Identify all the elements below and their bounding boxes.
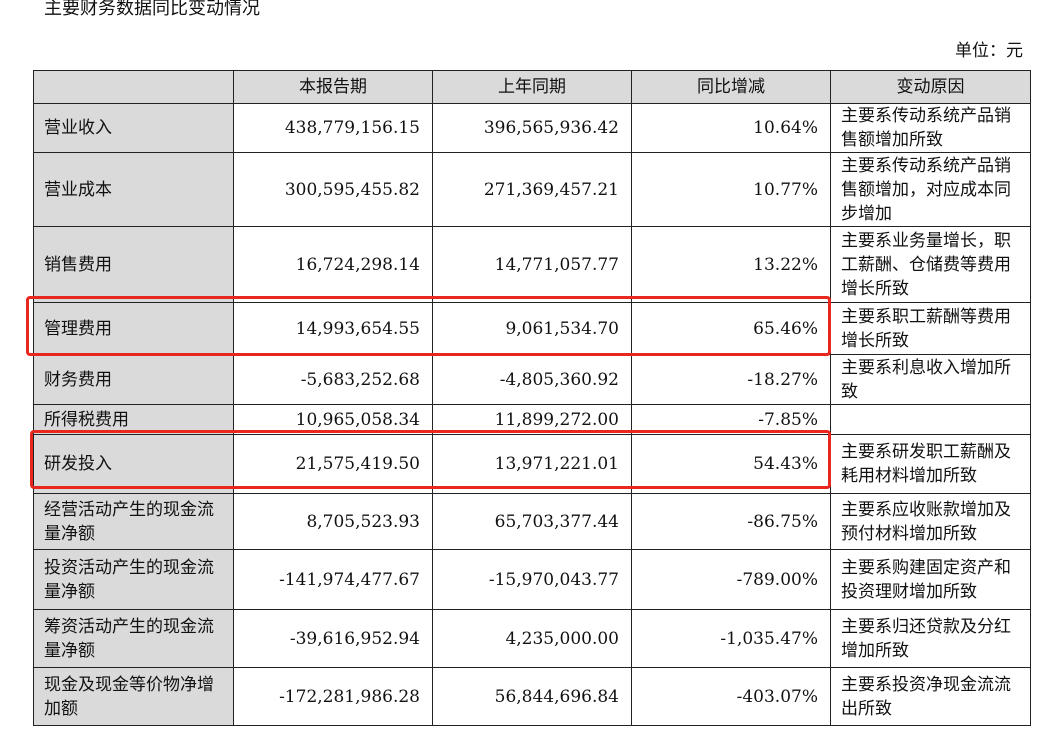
reason-text: 主要系应收账款增加及预付材料增加所致 xyxy=(830,493,1031,550)
reason-text: 主要系购建固定资产和投资理财增加所致 xyxy=(830,549,1031,610)
prior-value: 56,844,696.84 xyxy=(432,667,632,726)
header-item xyxy=(33,70,234,104)
reason-text: 主要系传动系统产品销售额增加所致 xyxy=(830,103,1031,153)
unit-label: 单位：元 xyxy=(955,41,1023,61)
current-value: 10,965,058.34 xyxy=(233,404,433,435)
row-label: 研发投入 xyxy=(33,434,234,494)
current-value: 14,993,654.55 xyxy=(233,302,433,355)
table-row: 营业收入 438,779,156.15 396,565,936.42 10.64… xyxy=(33,103,1031,153)
change-value: -18.27% xyxy=(631,354,831,405)
current-value: 21,575,419.50 xyxy=(233,434,433,494)
current-value: 438,779,156.15 xyxy=(233,103,433,153)
row-label: 投资活动产生的现金流量净额 xyxy=(33,549,234,610)
header-yoy-change: 同比增减 xyxy=(631,70,831,104)
prior-value: -15,970,043.77 xyxy=(432,549,632,610)
row-label: 营业成本 xyxy=(33,152,234,227)
reason-text: 主要系投资净现金流流出所致 xyxy=(830,667,1031,726)
row-label: 财务费用 xyxy=(33,354,234,405)
row-label: 经营活动产生的现金流量净额 xyxy=(33,493,234,550)
table-row: 筹资活动产生的现金流量净额 -39,616,952.94 4,235,000.0… xyxy=(33,609,1031,668)
table-header-row: 本报告期 上年同期 同比增减 变动原因 xyxy=(33,70,1031,104)
row-label: 营业收入 xyxy=(33,103,234,153)
change-value: -7.85% xyxy=(631,404,831,435)
current-value: 16,724,298.14 xyxy=(233,226,433,303)
table-row: 研发投入 21,575,419.50 13,971,221.01 54.43% … xyxy=(33,434,1031,494)
prior-value: 271,369,457.21 xyxy=(432,152,632,227)
table-row: 营业成本 300,595,455.82 271,369,457.21 10.77… xyxy=(33,152,1031,227)
change-value: -1,035.47% xyxy=(631,609,831,668)
prior-value: 13,971,221.01 xyxy=(432,434,632,494)
header-current-period: 本报告期 xyxy=(233,70,433,104)
change-value: -789.00% xyxy=(631,549,831,610)
change-value: -403.07% xyxy=(631,667,831,726)
prior-value: -4,805,360.92 xyxy=(432,354,632,405)
change-value: 54.43% xyxy=(631,434,831,494)
table-row: 财务费用 -5,683,252.68 -4,805,360.92 -18.27%… xyxy=(33,354,1031,405)
change-value: 65.46% xyxy=(631,302,831,355)
table-row: 现金及现金等价物净增加额 -172,281,986.28 56,844,696.… xyxy=(33,667,1031,726)
change-value: 10.64% xyxy=(631,103,831,153)
reason-text: 主要系研发职工薪酬及耗用材料增加所致 xyxy=(830,434,1031,494)
change-value: 10.77% xyxy=(631,152,831,227)
current-value: -39,616,952.94 xyxy=(233,609,433,668)
table-row: 管理费用 14,993,654.55 9,061,534.70 65.46% 主… xyxy=(33,302,1031,355)
change-value: 13.22% xyxy=(631,226,831,303)
table-row: 投资活动产生的现金流量净额 -141,974,477.67 -15,970,04… xyxy=(33,549,1031,610)
prior-value: 4,235,000.00 xyxy=(432,609,632,668)
reason-text: 主要系职工薪酬等费用增长所致 xyxy=(830,302,1031,355)
header-reason: 变动原因 xyxy=(830,70,1031,104)
table-row: 经营活动产生的现金流量净额 8,705,523.93 65,703,377.44… xyxy=(33,493,1031,550)
row-label: 所得税费用 xyxy=(33,404,234,435)
prior-value: 14,771,057.77 xyxy=(432,226,632,303)
row-label: 销售费用 xyxy=(33,226,234,303)
prior-value: 65,703,377.44 xyxy=(432,493,632,550)
reason-text: 主要系利息收入增加所致 xyxy=(830,354,1031,405)
current-value: -172,281,986.28 xyxy=(233,667,433,726)
table-row: 销售费用 16,724,298.14 14,771,057.77 13.22% … xyxy=(33,226,1031,303)
current-value: 300,595,455.82 xyxy=(233,152,433,227)
row-label: 筹资活动产生的现金流量净额 xyxy=(33,609,234,668)
current-value: -141,974,477.67 xyxy=(233,549,433,610)
change-value: -86.75% xyxy=(631,493,831,550)
reason-text: 主要系业务量增长，职工薪酬、仓储费等费用增长所致 xyxy=(830,226,1031,303)
reason-text: 主要系归还贷款及分红增加所致 xyxy=(830,609,1031,668)
prior-value: 9,061,534.70 xyxy=(432,302,632,355)
prior-value: 11,899,272.00 xyxy=(432,404,632,435)
header-prior-period: 上年同期 xyxy=(432,70,632,104)
table-row: 所得税费用 10,965,058.34 11,899,272.00 -7.85% xyxy=(33,404,1031,435)
reason-text xyxy=(830,404,1031,435)
current-value: -5,683,252.68 xyxy=(233,354,433,405)
current-value: 8,705,523.93 xyxy=(233,493,433,550)
financial-table: 本报告期 上年同期 同比增减 变动原因 营业收入 438,779,156.15 … xyxy=(33,70,1031,726)
section-title: 主要财务数据同比变动情况 xyxy=(44,0,260,19)
row-label: 现金及现金等价物净增加额 xyxy=(33,667,234,726)
reason-text: 主要系传动系统产品销售额增加，对应成本同步增加 xyxy=(830,152,1031,227)
prior-value: 396,565,936.42 xyxy=(432,103,632,153)
row-label: 管理费用 xyxy=(33,302,234,355)
